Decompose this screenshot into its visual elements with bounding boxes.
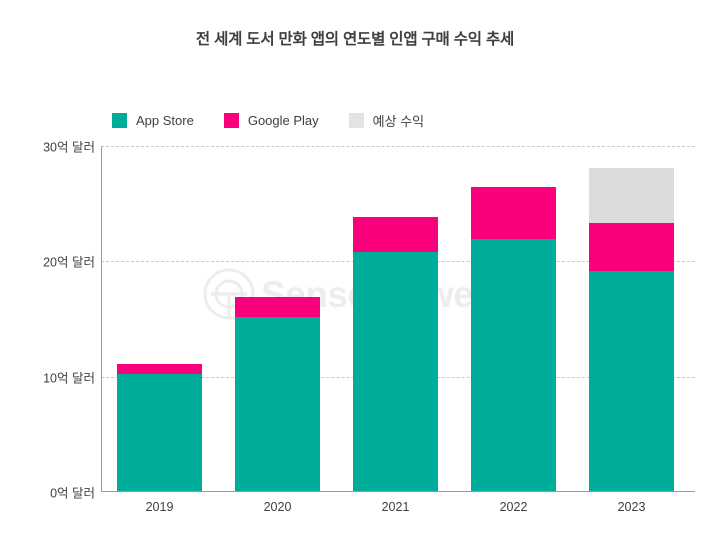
bar-group-2019[interactable] [117,363,202,492]
y-axis-line [101,146,102,492]
bar-group-2020[interactable] [235,297,320,492]
bar-segment-app-store-2019[interactable] [117,374,202,492]
bar-segment-app-store-2020[interactable] [235,316,320,492]
chart-legend: App Store Google Play 예상 수익 [112,111,454,130]
legend-swatch-forecast [348,113,364,128]
gridline-30 [101,146,695,147]
legend-label-forecast: 예상 수익 [372,114,425,129]
x-tick-label-2023: 2023 [617,500,646,514]
legend-swatch-google-play [223,113,239,128]
bar-group-2023[interactable] [589,167,674,492]
legend-label-google-play: Google Play [247,113,319,128]
bar-segment-app-store-2022[interactable] [471,239,556,492]
bar-series-group [101,146,695,492]
bar-segment-app-store-2021[interactable] [353,252,438,492]
bar-segment-google-play-2020[interactable] [235,297,320,317]
x-tick-label-2019: 2019 [145,500,174,514]
bar-group-2021[interactable] [353,217,438,492]
plot-area: SensorTower [101,146,695,492]
y-tick-label-10: 10억 달러 [43,371,95,386]
y-axis-tick-labels: 30억 달러 20억 달러 10억 달러 0억 달러 [0,141,95,501]
bar-segment-google-play-2022[interactable] [471,187,556,240]
bar-segment-app-store-2023[interactable] [589,270,674,492]
legend-item-google-play[interactable]: Google Play [223,113,319,128]
legend-item-app-store[interactable]: App Store [112,113,194,128]
x-tick-label-2022: 2022 [499,500,528,514]
x-tick-label-2020: 2020 [263,500,292,514]
x-tick-label-2021: 2021 [381,500,410,514]
bar-segment-forecast-2023[interactable] [589,167,674,224]
bar-segment-google-play-2019[interactable] [117,363,202,375]
y-tick-label-0: 0억 달러 [50,486,95,501]
legend-item-forecast[interactable]: 예상 수익 [348,111,425,130]
y-tick-label-30: 30억 달러 [43,140,95,155]
legend-label-app-store: App Store [136,113,194,128]
legend-swatch-app-store [112,113,127,128]
chart-title: 전 세계 도서 만화 앱의 연도별 인앱 구매 수익 추세 [195,31,515,48]
bar-segment-google-play-2021[interactable] [353,217,438,252]
x-axis-line [101,491,695,492]
y-tick-label-20: 20억 달러 [43,255,95,270]
bar-segment-google-play-2023[interactable] [589,223,674,271]
bar-group-2022[interactable] [471,187,556,492]
